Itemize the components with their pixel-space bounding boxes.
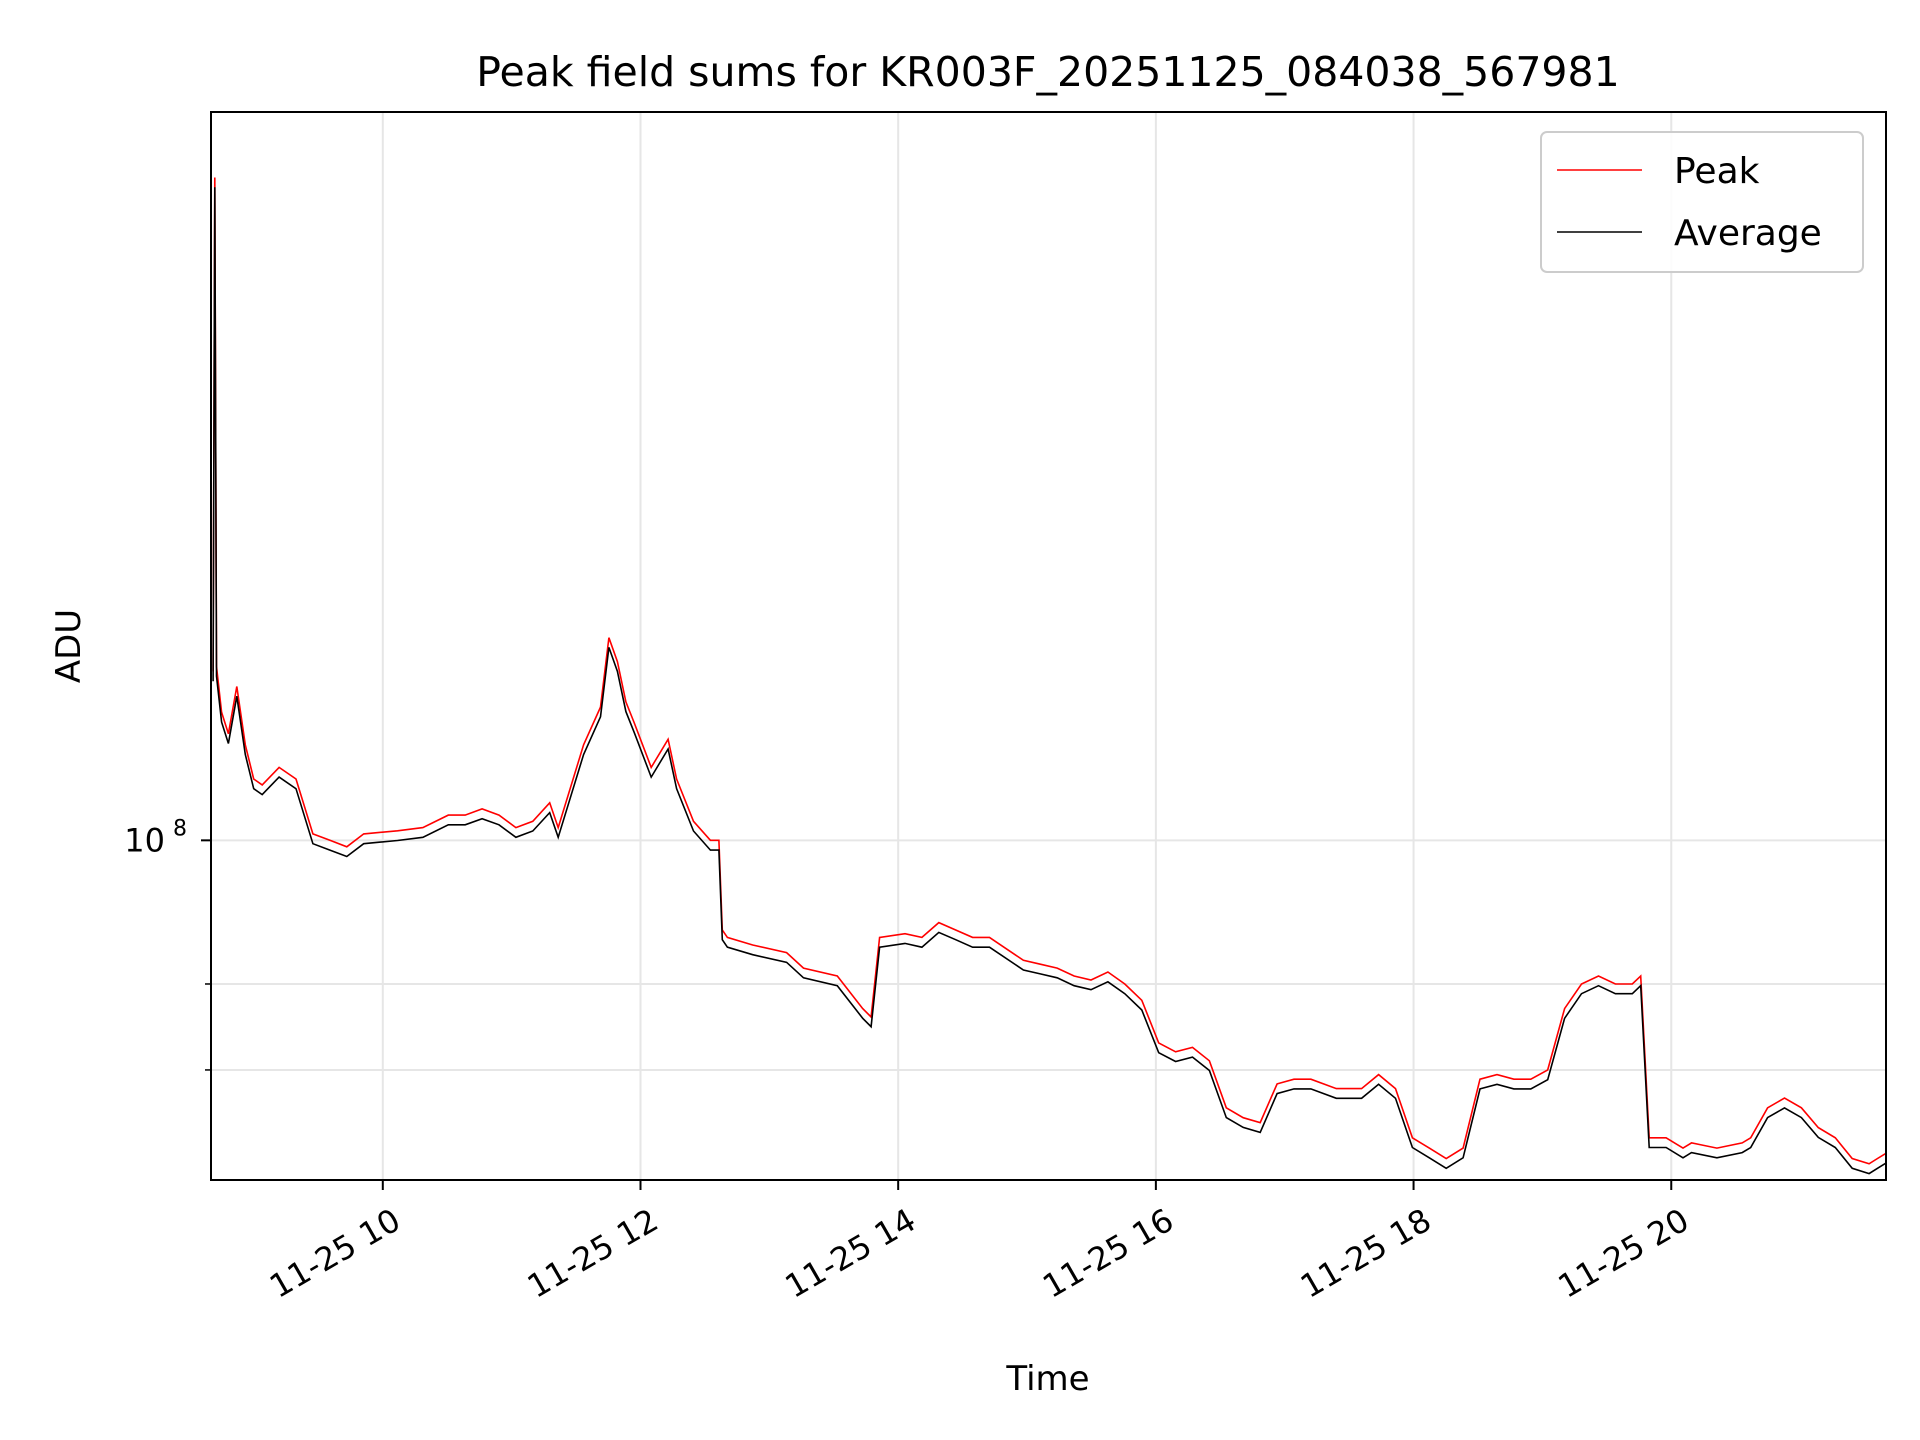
y-tick-label: 10	[124, 821, 165, 859]
chart-title: Peak field sums for KR003F_20251125_0840…	[476, 48, 1619, 96]
plot-frame	[210, 111, 1887, 1181]
x-tick-label: 11-25 10	[263, 1201, 407, 1306]
legend-label-average: Average	[1674, 213, 1822, 254]
y-tick-exponent: 8	[173, 816, 187, 841]
series-line-peak	[212, 177, 1886, 1165]
x-tick-label: 11-25 20	[1552, 1201, 1696, 1306]
legend: Peak Average	[1540, 131, 1864, 273]
grid	[211, 112, 1886, 1180]
x-tick-label: 11-25 18	[1294, 1201, 1438, 1306]
x-tick-label: 11-25 14	[779, 1201, 923, 1306]
x-tick-label: 11-25 16	[1036, 1201, 1180, 1306]
y-axis-title: ADU	[49, 609, 89, 683]
series-line-average	[212, 187, 1886, 1175]
legend-label-peak: Peak	[1674, 151, 1760, 192]
legend-box	[1540, 131, 1864, 273]
y-axis: 10 8	[124, 816, 211, 1071]
x-axis: 11-25 10 11-25 12 11-25 14 11-25 16 11-25 18…	[263, 1180, 1695, 1306]
x-tick-label: 11-25 12	[521, 1201, 665, 1306]
series-layer	[212, 177, 1886, 1175]
x-axis-title: Time	[1005, 1359, 1089, 1399]
